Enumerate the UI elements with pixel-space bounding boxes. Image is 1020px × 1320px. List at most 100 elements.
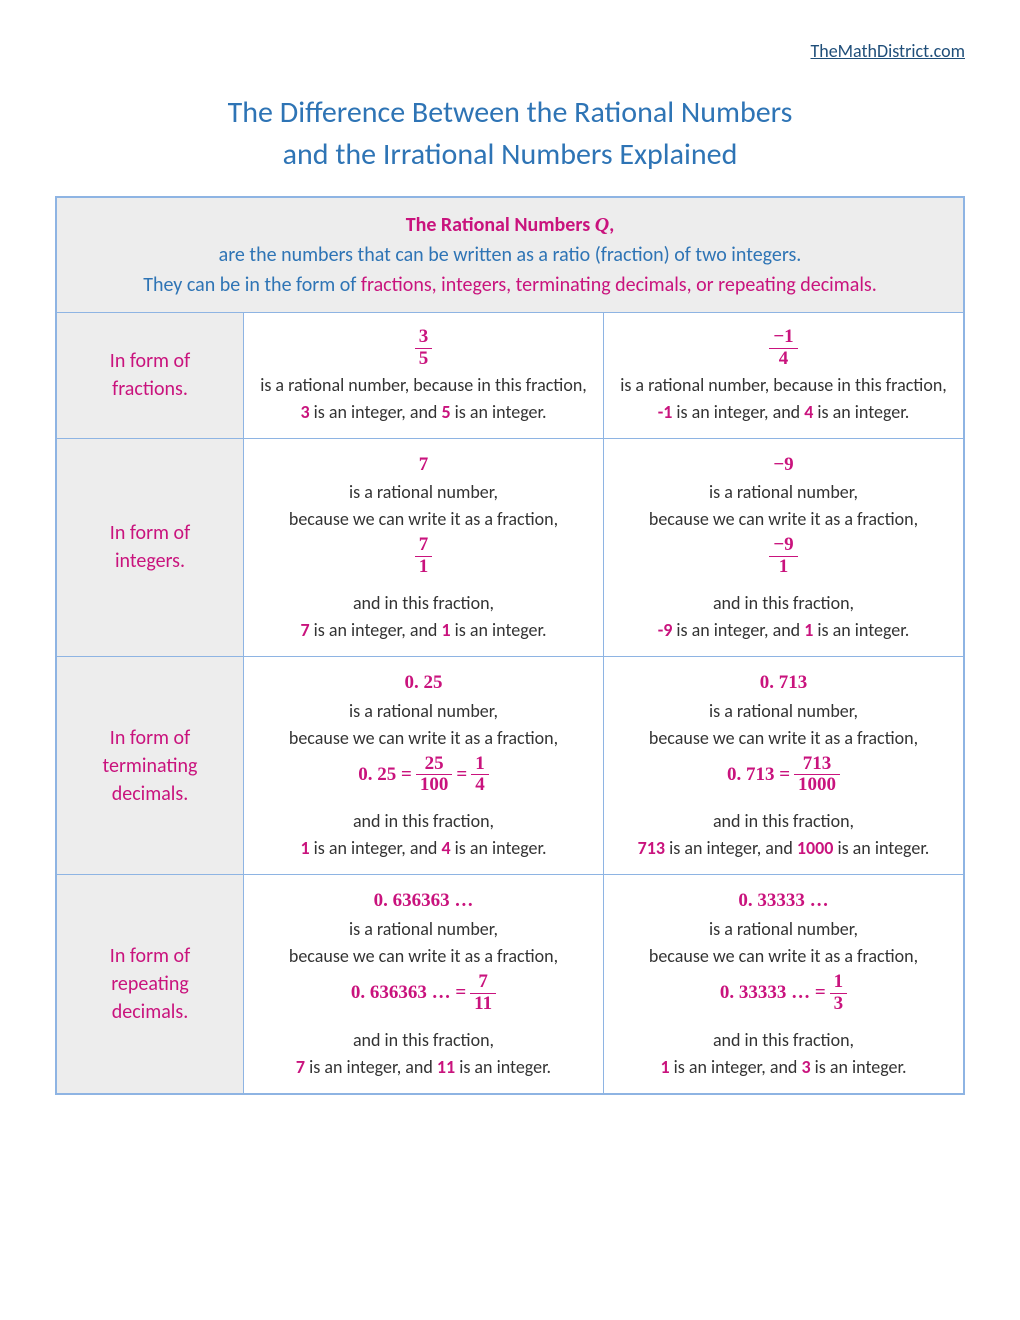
text: is a rational number, xyxy=(709,481,858,503)
equation: 0. 25 = 25100 = 14 xyxy=(358,752,488,799)
label-text: In form of xyxy=(110,521,190,545)
numerator: −1 xyxy=(769,327,797,349)
row-fractions: In form of fractions. 35 is a rational n… xyxy=(56,313,964,439)
fraction: 7131000 xyxy=(794,754,840,797)
int-b: 4 xyxy=(441,837,450,859)
int-a: 1 xyxy=(300,837,309,859)
label-text: terminating xyxy=(103,754,198,778)
numerator: 7 xyxy=(415,535,433,557)
text: is an integer. xyxy=(451,401,547,423)
label-text: fractions. xyxy=(112,377,188,401)
fraction: 35 xyxy=(415,327,433,370)
int-a: 7 xyxy=(300,619,309,641)
value: 7 xyxy=(419,454,429,475)
label-terminating: In form of terminating decimals. xyxy=(56,657,244,875)
text: because we can write it as a fraction, xyxy=(649,727,918,749)
label-text: In form of xyxy=(110,726,190,750)
int-a: 7 xyxy=(296,1056,305,1078)
header-line3b: fractions, integers, terminating decimal… xyxy=(361,273,877,297)
text: because we can write it as a fraction, xyxy=(649,508,918,530)
text: is an integer, and xyxy=(672,401,804,423)
text: and in this fraction, xyxy=(713,810,854,832)
text: is an integer, and xyxy=(672,619,804,641)
text: is a rational number, xyxy=(349,918,498,940)
denominator: 3 xyxy=(830,994,848,1015)
int-a: 1 xyxy=(660,1056,669,1078)
value: 0. 33333 … xyxy=(738,890,828,911)
text: is an integer. xyxy=(455,1056,551,1078)
repeating-example-1: 0. 636363 … is a rational number, becaus… xyxy=(244,875,604,1094)
equation: 0. 33333 … = 13 xyxy=(720,970,847,1017)
int-a: -9 xyxy=(658,619,673,641)
fraction: 25100 xyxy=(416,754,453,797)
label-text: In form of xyxy=(110,944,190,968)
header-lead: The Rational Numbers xyxy=(406,213,595,237)
label-fractions: In form of fractions. xyxy=(56,313,244,439)
text: is an integer. xyxy=(813,619,909,641)
numerator: 1 xyxy=(830,972,848,994)
label-text: In form of xyxy=(110,349,190,373)
text: is a rational number, xyxy=(709,918,858,940)
spacer xyxy=(612,580,955,590)
table-header-row: The Rational Numbers Q, are the numbers … xyxy=(56,197,964,313)
eq-lhs: 0. 636363 … = xyxy=(351,979,466,1008)
denominator: 1 xyxy=(769,557,797,578)
int-b: 1 xyxy=(804,619,813,641)
fraction: 13 xyxy=(830,972,848,1015)
numerator: 1 xyxy=(471,754,489,776)
table-header-cell: The Rational Numbers Q, are the numbers … xyxy=(56,197,964,313)
spacer xyxy=(252,798,595,808)
fraction: −91 xyxy=(769,535,797,578)
text: and in this fraction, xyxy=(353,592,494,614)
text: is an integer, and xyxy=(310,837,442,859)
text: is an integer, and xyxy=(665,837,797,859)
value: −9 xyxy=(773,454,793,475)
header-line3a: They can be in the form of xyxy=(143,273,361,297)
integers-example-1: 7 is a rational number, because we can w… xyxy=(244,438,604,656)
header-line2: are the numbers that can be written as a… xyxy=(219,243,802,267)
fraction: 14 xyxy=(471,754,489,797)
numerator: 713 xyxy=(794,754,840,776)
int-a: 3 xyxy=(300,401,309,423)
denominator: 4 xyxy=(471,775,489,796)
text: is an integer. xyxy=(451,619,547,641)
value: 0. 25 xyxy=(404,672,442,693)
text: is an integer. xyxy=(811,1056,907,1078)
int-a: -1 xyxy=(658,401,673,423)
label-text: decimals. xyxy=(112,782,189,806)
page-title: The Difference Between the Rational Numb… xyxy=(55,92,965,176)
text: is a rational number, xyxy=(349,700,498,722)
text: is an integer, and xyxy=(310,619,442,641)
value: 0. 713 xyxy=(760,672,808,693)
text: is an integer, and xyxy=(310,401,442,423)
int-b: 11 xyxy=(437,1056,455,1078)
text: is a rational number, because in this fr… xyxy=(260,374,587,396)
denominator: 1 xyxy=(415,557,433,578)
label-text: integers. xyxy=(115,549,185,573)
header-comma: , xyxy=(609,213,614,237)
fraction: 711 xyxy=(470,972,496,1015)
text: is a rational number, xyxy=(349,481,498,503)
text: because we can write it as a fraction, xyxy=(289,508,558,530)
text: is an integer. xyxy=(813,401,909,423)
numerator: 7 xyxy=(470,972,496,994)
value: 0. 636363 … xyxy=(374,890,474,911)
text: and in this fraction, xyxy=(713,592,854,614)
spacer xyxy=(252,1017,595,1027)
row-terminating: In form of terminating decimals. 0. 25 i… xyxy=(56,657,964,875)
eq-lhs: 0. 25 = xyxy=(358,761,412,790)
int-b: 3 xyxy=(801,1056,810,1078)
eq-eq: = xyxy=(456,761,467,790)
site-link[interactable]: TheMathDistrict.com xyxy=(55,40,965,62)
eq-lhs: 0. 33333 … = xyxy=(720,979,826,1008)
title-line2: and the Irrational Numbers Explained xyxy=(283,136,738,173)
label-repeating: In form of repeating decimals. xyxy=(56,875,244,1094)
spacer xyxy=(252,580,595,590)
label-text: decimals. xyxy=(112,1000,189,1024)
row-repeating: In form of repeating decimals. 0. 636363… xyxy=(56,875,964,1094)
int-b: 4 xyxy=(804,401,813,423)
text: is a rational number, because in this fr… xyxy=(620,374,947,396)
text: and in this fraction, xyxy=(353,1029,494,1051)
fraction: 71 xyxy=(415,535,433,578)
numerator: −9 xyxy=(769,535,797,557)
